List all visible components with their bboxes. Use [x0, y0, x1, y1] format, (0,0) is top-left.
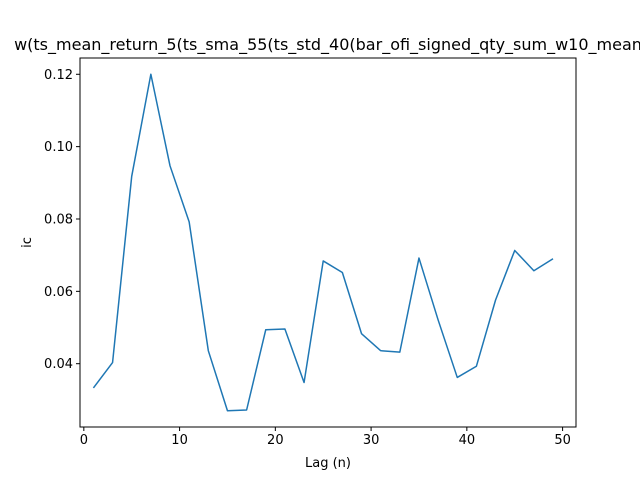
y-tick-label: 0.10 [44, 140, 73, 155]
x-tick-label: 50 [554, 433, 571, 448]
x-tick-label: 30 [363, 433, 380, 448]
y-axis: 0.04 0.06 0.08 0.10 0.12 [44, 68, 80, 372]
y-tick-label: 0.06 [44, 285, 73, 300]
x-axis: 0 10 20 30 40 50 [80, 427, 571, 448]
x-axis-label: Lag (n) [305, 456, 351, 471]
y-tick-label: 0.12 [44, 68, 73, 83]
y-axis-label: ic [20, 237, 35, 248]
chart-title: w(ts_mean_return_5(ts_sma_55(ts_std_40(b… [14, 35, 640, 55]
axes-frame [79, 57, 577, 428]
plot-area [92, 73, 554, 412]
x-tick-label: 10 [171, 433, 188, 448]
x-tick-label: 40 [459, 433, 476, 448]
x-tick-label: 0 [80, 433, 88, 448]
x-tick-label: 20 [267, 433, 284, 448]
y-tick-label: 0.08 [44, 212, 73, 227]
series-line-0 [92, 73, 554, 412]
y-tick-label: 0.04 [44, 357, 73, 372]
